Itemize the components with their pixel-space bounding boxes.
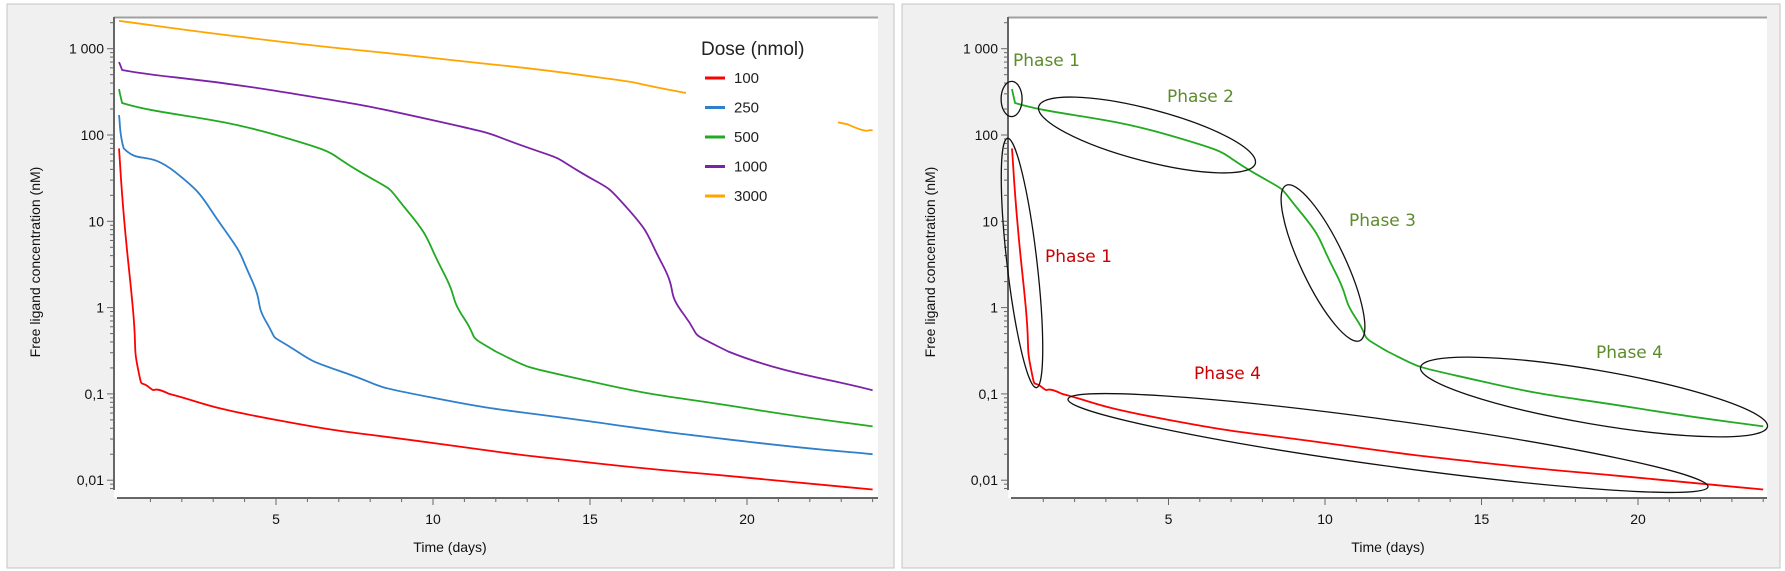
phase-labels: Phase 1 Phase 2 Phase 3 Phase 4 Phase 1 … — [1013, 51, 1663, 384]
x-tick-label: 5 — [1165, 511, 1173, 527]
x-axis-title: Time (days) — [1351, 539, 1424, 555]
phase2-ellipse — [1037, 96, 1257, 174]
legend-label: 1000 — [734, 159, 767, 176]
plot-area — [1008, 17, 1767, 498]
y-axis-title: Free ligand concentration (nM) — [27, 167, 43, 358]
y-tick-label: 1 — [96, 300, 104, 316]
phase4-red-ellipse — [1067, 392, 1709, 494]
legend: Dose (nmol) 100 250 500 1000 3000 — [686, 32, 838, 210]
legend-label: 250 — [734, 100, 759, 117]
y-tick-label: 0,01 — [971, 472, 998, 488]
right-chart-panel: 5 10 15 20 1 000 100 10 1 0,1 0,01 Phase 1 Phase … — [901, 3, 1781, 569]
x-tick-label: 15 — [582, 511, 598, 527]
legend-box — [686, 32, 838, 210]
phase1-red-label: Phase 1 — [1045, 247, 1112, 267]
series-line-500 — [118, 88, 873, 428]
phase1-red-ellipse — [1000, 137, 1044, 389]
y-tick-label: 0,01 — [77, 472, 104, 488]
phase2-label: Phase 2 — [1167, 87, 1234, 107]
phase-ellipses — [1000, 80, 1769, 494]
x-tick-label: 20 — [739, 511, 755, 527]
y-tick-label: 10 — [982, 213, 998, 229]
phase1-green-ellipse — [1000, 80, 1023, 118]
left-chart-panel: 5 10 15 20 1 000 100 10 1 0,1 0,01 Dose (nmol) 10… — [6, 3, 895, 569]
x-axis-title: Time (days) — [413, 539, 486, 555]
series-line-100 — [118, 148, 873, 491]
legend-label: 100 — [734, 70, 759, 87]
y-tick-label: 100 — [81, 127, 105, 143]
legend-title: Dose (nmol) — [701, 39, 804, 60]
y-tick-label: 1 — [990, 300, 998, 316]
x-tick-label: 10 — [1317, 511, 1333, 527]
phase1-green-label: Phase 1 — [1013, 51, 1080, 71]
series-line-0 — [1011, 88, 1764, 428]
x-tick-label: 15 — [1474, 511, 1490, 527]
phase4-green-ellipse — [1419, 356, 1769, 438]
y-axis-title: Free ligand concentration (nM) — [922, 167, 938, 358]
series-line-250 — [118, 114, 873, 456]
x-tick-label: 20 — [1630, 511, 1646, 527]
y-tick-label: 100 — [975, 127, 999, 143]
phase4-green-label: Phase 4 — [1596, 343, 1663, 363]
y-tick-label: 0,1 — [85, 386, 105, 402]
phase3-ellipse — [1280, 184, 1366, 342]
series-line-1 — [1011, 148, 1764, 491]
legend-label: 3000 — [734, 188, 767, 205]
y-tick-label: 1 000 — [69, 41, 104, 57]
phase4-red-label: Phase 4 — [1194, 364, 1261, 384]
series-line-1000 — [118, 61, 873, 392]
x-tick-label: 5 — [272, 511, 280, 527]
phase3-label: Phase 3 — [1349, 211, 1416, 231]
y-tick-label: 10 — [88, 213, 104, 229]
x-tick-label: 10 — [425, 511, 441, 527]
y-tick-label: 0,1 — [979, 386, 999, 402]
legend-label: 500 — [734, 129, 759, 146]
y-tick-label: 1 000 — [963, 41, 998, 57]
